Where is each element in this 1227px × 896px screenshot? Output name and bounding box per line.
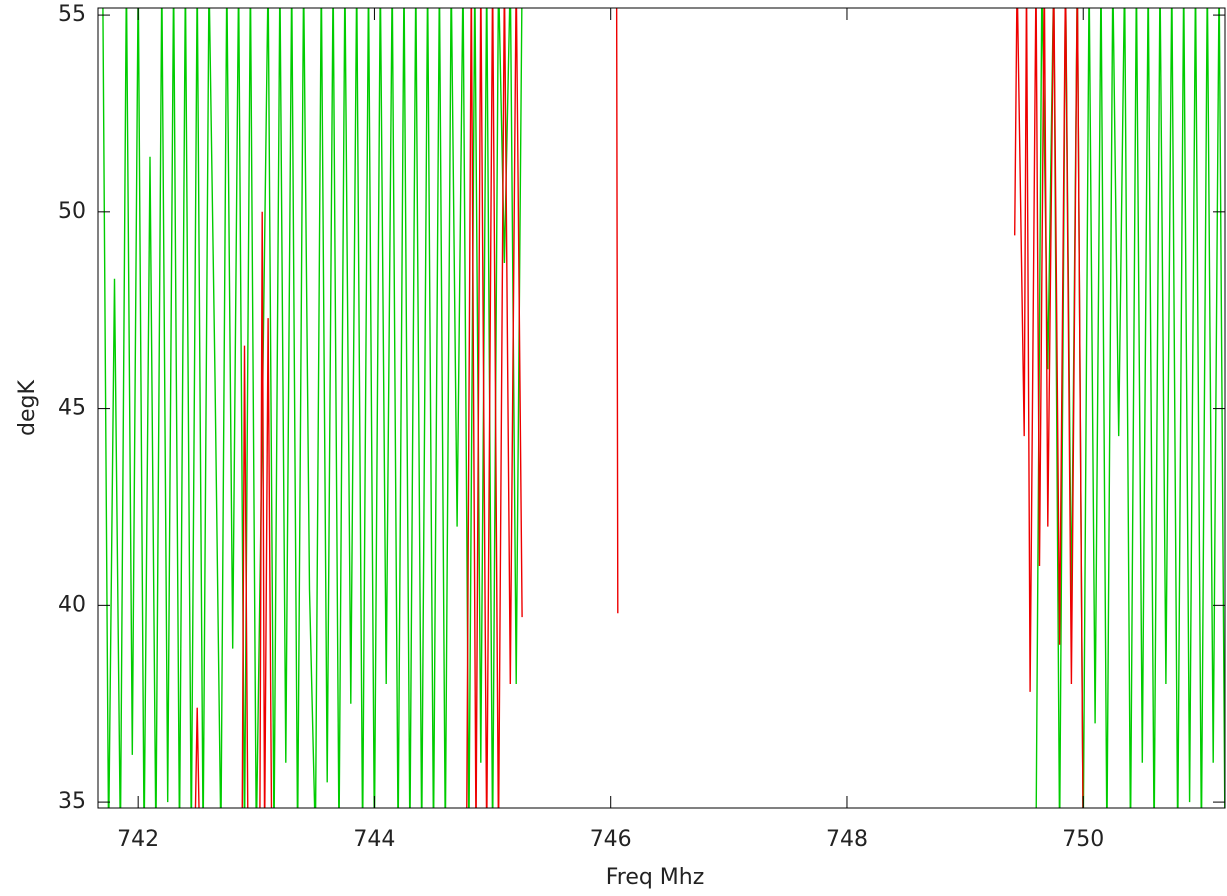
y-tick-label: 35 [58,789,86,814]
x-tick-label: 750 [1062,827,1104,852]
x-axis-label: Freq Mhz [606,865,705,890]
y-tick-label: 55 [58,2,86,27]
y-tick-label: 50 [58,199,86,224]
plot-area [102,8,1225,808]
y-axis-label: degK [15,379,40,435]
y-tick-label: 40 [58,592,86,617]
x-tick-label: 744 [353,827,395,852]
x-tick-label: 748 [826,827,868,852]
plot-frame [97,7,1226,809]
y-tick-label: 45 [58,396,86,421]
x-tick-label: 742 [117,827,159,852]
x-tick-label: 746 [590,827,632,852]
series-line [194,8,1084,808]
